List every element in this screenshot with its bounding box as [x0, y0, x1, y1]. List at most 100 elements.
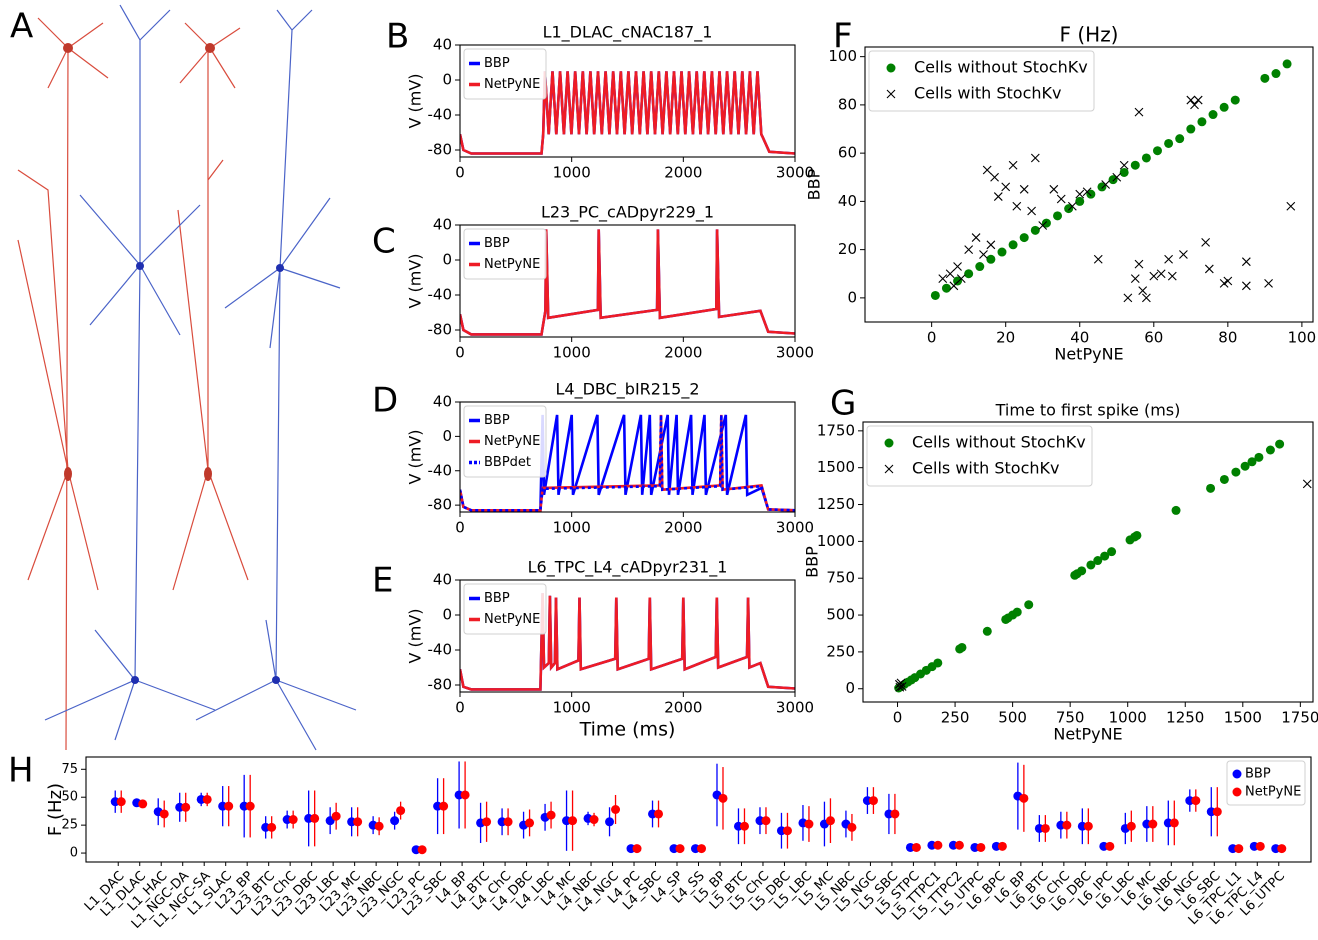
- dot-point: [1186, 124, 1196, 134]
- legend-label: Cells with StochKv: [914, 84, 1061, 103]
- y-tick-label: 100: [828, 47, 857, 65]
- dot-point: [1175, 134, 1185, 144]
- cross-point: [1093, 254, 1103, 264]
- plot-area: [460, 593, 795, 691]
- mean-dot: [417, 845, 427, 855]
- legend-label: BBP: [484, 56, 510, 71]
- y-tick-label: 60: [838, 144, 857, 162]
- chart-title: L6_TPC_L4_cADpyr231_1: [528, 558, 728, 578]
- dot-point: [986, 254, 996, 264]
- mean-dot: [503, 817, 513, 827]
- x-tick-label: 750: [1056, 709, 1085, 727]
- x-tick-label: 1000: [1109, 709, 1147, 727]
- dot-point: [1219, 102, 1229, 112]
- mean-dot: [1040, 823, 1050, 833]
- legend-label: NetPyNE: [484, 77, 540, 92]
- cross-point: [1001, 182, 1011, 192]
- plot-frame: [459, 401, 796, 513]
- y-axis-label: V (mV): [406, 608, 425, 663]
- plot-area: [460, 229, 795, 336]
- mean-dot: [605, 817, 615, 827]
- mean-dot: [847, 822, 857, 832]
- panel-label: G: [830, 384, 856, 424]
- mean-dot: [697, 844, 706, 854]
- y-tick-label: 40: [838, 192, 857, 210]
- cross-point: [1012, 201, 1022, 211]
- x-tick-label: 3000: [776, 344, 814, 362]
- cross-point: [1156, 269, 1166, 279]
- x-tick-label: 0: [927, 329, 937, 347]
- cross-point: [894, 679, 904, 689]
- mean-dot: [804, 819, 814, 829]
- mean-dot: [1083, 821, 1093, 831]
- dot-point: [1171, 505, 1181, 515]
- dot-point: [1260, 73, 1270, 83]
- cross-point: [1101, 180, 1111, 189]
- dot-point: [941, 283, 951, 293]
- legend-swatch: [884, 464, 894, 474]
- dot-point: [1086, 560, 1096, 570]
- legend-box: [868, 50, 1095, 112]
- dot-point: [1231, 467, 1241, 477]
- mean-dot: [374, 821, 384, 831]
- dot-point: [1108, 175, 1118, 185]
- legend-box: [1226, 760, 1306, 806]
- cross-point: [1149, 271, 1159, 281]
- mean-dot: [1062, 820, 1072, 830]
- mean-dot: [1191, 796, 1201, 806]
- cross-point: [1019, 184, 1029, 194]
- mean-dot: [911, 842, 921, 852]
- plot-area: [460, 71, 795, 155]
- mean-dot: [525, 818, 535, 828]
- cross-point: [949, 281, 959, 291]
- plot-area: [110, 761, 1287, 855]
- x-tick-label: 1000: [553, 164, 591, 182]
- x-tick-label: 500: [998, 709, 1027, 727]
- dot-point: [1019, 233, 1029, 243]
- mean-dot: [202, 794, 212, 804]
- mean-dot: [460, 790, 470, 800]
- plot-frame: [864, 46, 1314, 323]
- y-tick-label: -40: [428, 641, 453, 659]
- cross-point: [1186, 95, 1196, 105]
- dot-point: [1141, 153, 1151, 163]
- x-tick-label: 1000: [553, 344, 591, 362]
- cross-point: [1201, 238, 1211, 247]
- cross-point: [986, 240, 996, 250]
- trace: [460, 71, 795, 155]
- x-axis-label: Time (ms): [579, 719, 676, 741]
- legend-label: BBP: [484, 236, 510, 251]
- y-tick-label: 750: [826, 569, 855, 587]
- cross-point: [1241, 281, 1251, 291]
- dot-point: [1008, 240, 1018, 250]
- x-axis-label: NetPyNE: [1053, 725, 1122, 744]
- x-tick-label: 0: [893, 709, 903, 727]
- trace: [460, 414, 795, 512]
- legend-label: BBPdet: [484, 455, 531, 470]
- cross-point: [990, 172, 999, 182]
- cross-point: [1193, 95, 1203, 105]
- trace: [460, 229, 795, 336]
- cross-point: [1082, 187, 1092, 197]
- mean-dot: [1019, 793, 1029, 803]
- legend-box: [866, 425, 1093, 487]
- plot-frame: [459, 579, 796, 693]
- y-axis-label: V (mV): [406, 73, 425, 128]
- y-tick-label: -40: [428, 286, 453, 304]
- mean-dot: [782, 826, 792, 836]
- x-tick-label: 20: [996, 329, 1015, 347]
- x-tick-label: 0: [455, 519, 465, 537]
- y-tick-label: 1750: [817, 421, 855, 439]
- cross-point: [1190, 100, 1199, 110]
- dot-point: [1100, 551, 1110, 561]
- x-tick-label: 0: [455, 699, 465, 717]
- legend-box: [463, 583, 547, 635]
- chart-title: L23_PC_cADpyr229_1: [541, 203, 714, 223]
- y-tick-label: 1250: [817, 495, 855, 513]
- mean-dot: [396, 806, 406, 816]
- x-tick-label: 3000: [776, 164, 814, 182]
- cross-point: [1164, 254, 1173, 264]
- panel-label: F: [833, 17, 853, 57]
- x-tick-label: 60: [1144, 329, 1163, 347]
- x-tick-label: 250: [941, 709, 970, 727]
